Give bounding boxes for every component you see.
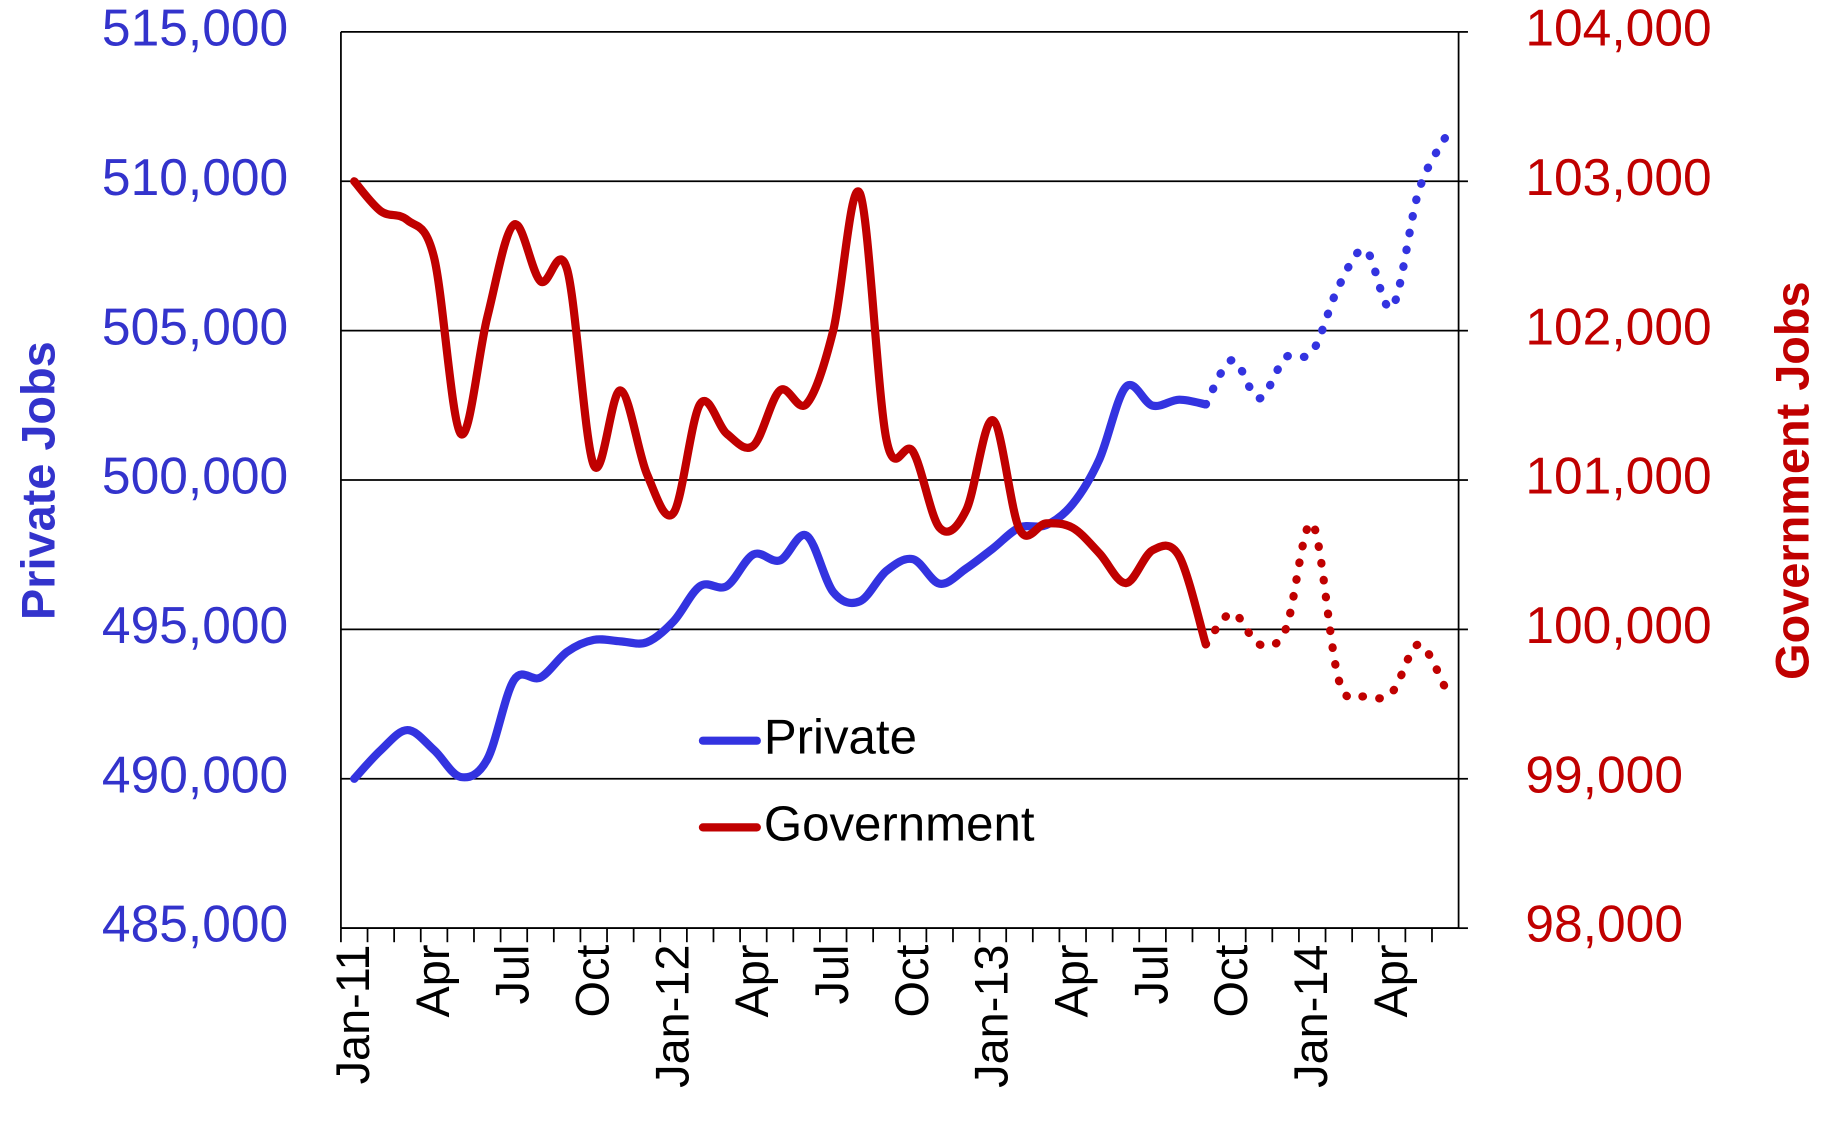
x-tick-label: Jan-13 bbox=[966, 945, 1018, 1088]
x-tick-label: Apr bbox=[1045, 945, 1097, 1018]
series-line bbox=[350, 380, 1210, 783]
x-tick-label: Apr bbox=[1365, 945, 1417, 1018]
legend-label: Private bbox=[764, 710, 917, 765]
x-tick-label: Oct bbox=[566, 945, 618, 1018]
y-tick-label: 510,000 bbox=[102, 148, 288, 206]
y2-tick-label: 99,000 bbox=[1525, 745, 1683, 803]
y2-tick-label: 104,000 bbox=[1525, 0, 1711, 57]
y2-tick-label: 103,000 bbox=[1525, 148, 1711, 206]
x-tick-label: Jul bbox=[1125, 945, 1177, 1005]
y-tick-label: 490,000 bbox=[102, 745, 288, 803]
y-tick-label: 485,000 bbox=[102, 895, 288, 953]
x-tick-label: Jul bbox=[806, 945, 858, 1005]
y2-tick-label: 102,000 bbox=[1525, 297, 1711, 355]
y2-tick-label: 100,000 bbox=[1525, 596, 1711, 654]
x-tick-label: Jan-14 bbox=[1285, 945, 1337, 1088]
y2-axis-title: Government Jobs bbox=[1766, 281, 1818, 679]
legend-label: Government bbox=[764, 796, 1035, 851]
x-tick-label: Oct bbox=[886, 945, 938, 1018]
y-tick-label: 515,000 bbox=[102, 0, 288, 57]
y-tick-label: 505,000 bbox=[102, 297, 288, 355]
x-tick-label: Jan-12 bbox=[646, 945, 698, 1088]
y2-tick-label: 101,000 bbox=[1525, 447, 1711, 505]
y-tick-label: 500,000 bbox=[102, 447, 288, 505]
x-tick-label: Apr bbox=[726, 945, 778, 1018]
x-tick-label: Jul bbox=[487, 945, 539, 1005]
y-axis-title: Private Jobs bbox=[13, 341, 65, 620]
x-tick-label: Jan-11 bbox=[327, 945, 379, 1085]
series-line bbox=[350, 177, 1210, 649]
projected-line bbox=[1201, 133, 1450, 409]
x-tick-label: Apr bbox=[407, 945, 459, 1018]
y2-tick-label: 98,000 bbox=[1525, 895, 1683, 953]
y-tick-label: 495,000 bbox=[102, 596, 288, 654]
x-tick-label: Oct bbox=[1205, 945, 1257, 1018]
projected-line bbox=[1201, 519, 1450, 703]
